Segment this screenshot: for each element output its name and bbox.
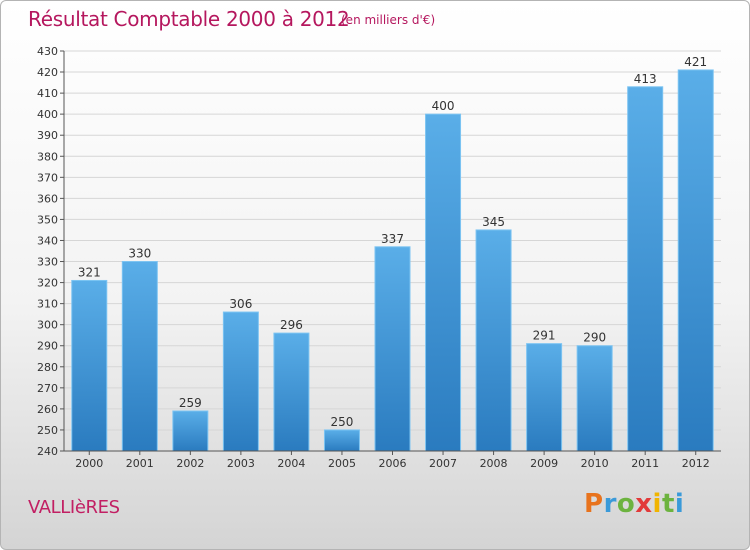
logo-letter: P (584, 489, 604, 519)
bar-2009 (526, 343, 563, 452)
y-tick-label: 320 (37, 277, 58, 290)
y-tick-label: 250 (37, 424, 58, 437)
bar-value-label: 296 (280, 318, 303, 332)
logo-letter: o (616, 489, 636, 519)
bar-value-label: 400 (432, 99, 455, 113)
x-tick-label: 2003 (227, 457, 255, 470)
y-tick-label: 310 (37, 298, 58, 311)
bars: 321 330 259 306 296 250 337 400 345 291 290 413 421 (71, 55, 714, 452)
logo-letter: i (652, 489, 662, 519)
bar-2007 (425, 113, 462, 452)
x-tick-label: 2008 (480, 457, 508, 470)
bar-2000 (71, 279, 108, 452)
bar-value-label: 345 (482, 215, 505, 229)
x-tick-label: 2001 (126, 457, 154, 470)
bar-value-label: 290 (583, 331, 606, 345)
y-tick-label: 300 (37, 319, 58, 332)
commune-name: VALLIèRES (28, 497, 120, 518)
bar-value-label: 413 (634, 72, 657, 86)
bar-value-label: 337 (381, 232, 404, 246)
bar-2005 (323, 429, 360, 452)
y-tick-label: 360 (37, 192, 58, 205)
x-tick-label: 2006 (379, 457, 407, 470)
bar-value-label: 259 (179, 396, 202, 410)
y-tick-label: 410 (37, 87, 58, 100)
y-tick-label: 390 (37, 129, 58, 142)
x-tick-label: 2009 (530, 457, 558, 470)
chart-subtitle: (en milliers d'€) (341, 13, 436, 27)
y-tick-label: 370 (37, 171, 58, 184)
y-tick-label: 420 (37, 66, 58, 79)
bar-2003 (222, 311, 259, 452)
y-tick-label: 430 (37, 45, 58, 58)
proxiti-logo: Proxiti (584, 489, 684, 519)
x-tick-label: 2010 (581, 457, 609, 470)
x-tick-label: 2000 (75, 457, 103, 470)
y-tick-label: 260 (37, 403, 58, 416)
bar-2001 (121, 261, 158, 452)
logo-letter: t (661, 489, 675, 519)
y-tick-label: 380 (37, 150, 58, 163)
x-tick-label: 2012 (682, 457, 710, 470)
bar-2011 (627, 86, 664, 452)
bar-value-label: 421 (684, 55, 707, 69)
bar-2004 (273, 332, 310, 452)
axes: 240 250 260 270 280 290 300 310 320 330 340 350 360 3… (37, 45, 721, 470)
bar-value-label: 250 (331, 415, 354, 429)
x-tick-label: 2007 (429, 457, 457, 470)
y-tick-label: 330 (37, 256, 58, 269)
y-tick-label: 350 (37, 213, 58, 226)
bar-value-label: 306 (229, 297, 252, 311)
y-tick-label: 340 (37, 234, 58, 247)
bar-2012 (677, 69, 714, 452)
y-tick-label: 400 (37, 108, 58, 121)
bar-2006 (374, 246, 411, 452)
chart-title: Résultat Comptable 2000 à 2012 (28, 7, 350, 31)
x-tick-label: 2002 (176, 457, 204, 470)
bar-2010 (576, 345, 613, 452)
y-tick-label: 270 (37, 382, 58, 395)
logo-letter: x (635, 489, 653, 519)
bar-2008 (475, 229, 512, 452)
y-tick-label: 240 (37, 445, 58, 458)
y-tick-label: 280 (37, 361, 58, 374)
x-tick-label: 2011 (631, 457, 659, 470)
bar-2002 (172, 410, 209, 452)
logo-letter: i (674, 489, 685, 519)
bar-value-label: 291 (533, 329, 556, 343)
x-tick-label: 2004 (277, 457, 305, 470)
bar-value-label: 321 (78, 265, 101, 279)
y-tick-label: 290 (37, 340, 58, 353)
logo-letter: r (603, 489, 617, 519)
x-tick-label: 2005 (328, 457, 356, 470)
bar-value-label: 330 (128, 247, 151, 261)
